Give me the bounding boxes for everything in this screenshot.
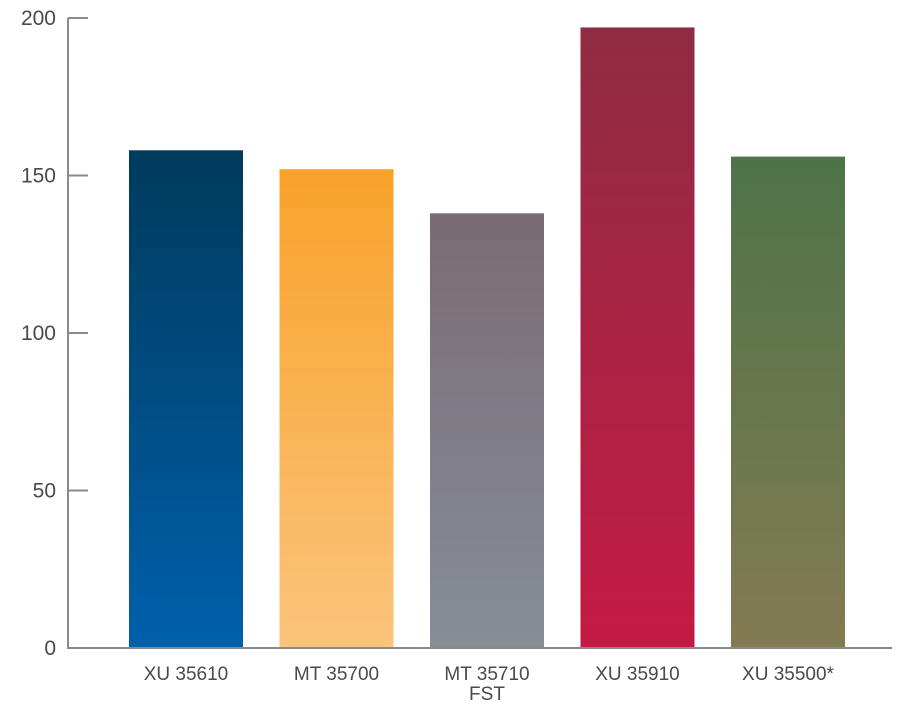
bar — [279, 169, 394, 648]
y-axis: 0 50 100 150 200 — [21, 7, 892, 660]
x-axis: XU 35610 MT 35700 MT 35710 FST XU 35910 XU 35… — [144, 664, 835, 705]
bars-group — [129, 27, 845, 649]
y-tick-label: 0 — [44, 637, 56, 660]
y-tick-label: 50 — [33, 480, 56, 503]
bar — [430, 213, 544, 649]
y-tick-label: 150 — [21, 165, 56, 188]
x-tick-label: XU 35910 — [595, 664, 680, 685]
bar — [731, 156, 845, 648]
y-tick-label: 200 — [21, 7, 56, 30]
x-tick-label: MT 35700 — [294, 664, 379, 685]
x-tick-label: MT 35710 FST — [444, 664, 529, 705]
bar — [129, 150, 243, 649]
y-tick-label: 100 — [21, 322, 56, 345]
x-tick-label: XU 35500* — [742, 664, 835, 685]
x-tick-label: XU 35610 — [144, 664, 229, 685]
bar — [580, 27, 695, 648]
